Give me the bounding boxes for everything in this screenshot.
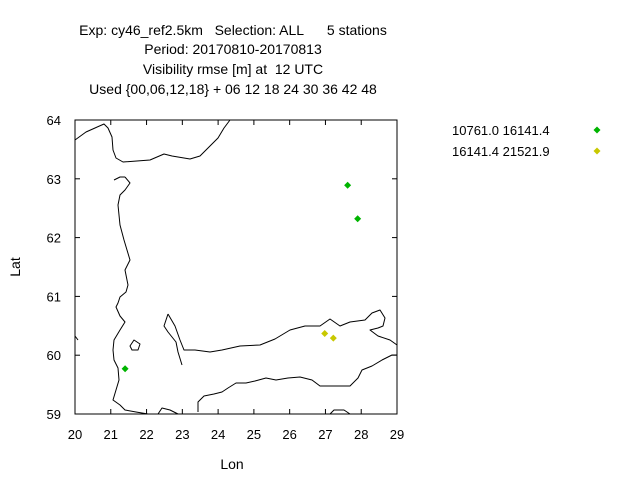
legend-marker-1 <box>593 126 601 134</box>
coastline-russia <box>329 409 351 415</box>
plot-frame <box>74 119 398 415</box>
y-tick-label: 61 <box>47 289 61 304</box>
legend-label-2: 16141.4 21521.9 <box>452 144 550 159</box>
x-tick-label: 20 <box>68 427 82 442</box>
title-line-4: Used {00,06,12,18} + 06 12 18 24 30 36 4… <box>89 81 377 97</box>
coastline-estonia <box>197 354 397 412</box>
title-line-2: Period: 20170810-20170813 <box>144 41 322 57</box>
y-tick-label: 59 <box>47 407 61 422</box>
island-hiiumaa <box>157 407 179 415</box>
x-axis-label: Lon <box>220 456 243 472</box>
x-tick-label: 25 <box>247 427 261 442</box>
coastline-sweden-upper <box>113 176 125 181</box>
data-point-series-2 <box>329 334 337 342</box>
y-axis-label: Lat <box>7 257 23 277</box>
data-point-series-2 <box>321 329 329 337</box>
legend-label-1: 10761.0 16141.4 <box>452 123 550 138</box>
data-points <box>121 181 362 373</box>
x-tick-label: 23 <box>175 427 189 442</box>
axis-ticks <box>74 119 398 415</box>
title-line-3: Visibility rmse [m] at 12 UTC <box>142 61 324 77</box>
x-tick-label: 22 <box>139 427 153 442</box>
x-tick-label: 26 <box>282 427 296 442</box>
x-tick-label: 27 <box>318 427 332 442</box>
y-tick-label: 60 <box>47 348 61 363</box>
y-tick-label: 64 <box>47 113 61 128</box>
island-aland <box>129 339 141 351</box>
coastline-finland <box>167 309 398 353</box>
coastline-map <box>74 119 398 415</box>
legend: 10761.0 16141.4 16141.4 21521.9 <box>452 123 601 159</box>
data-point-series-1 <box>121 365 129 373</box>
data-point-series-1 <box>344 181 352 189</box>
x-tick-label: 21 <box>104 427 118 442</box>
y-tick-label: 62 <box>47 231 61 246</box>
x-tick-label: 29 <box>390 427 404 442</box>
tick-labels: 20 21 22 23 24 25 26 27 28 29 59 60 61 62 63 64 <box>47 113 405 442</box>
title-line-1: Exp: cy46_ref2.5km Selection: ALL 5 stat… <box>79 22 387 38</box>
coastline-sweden <box>74 119 231 415</box>
data-point-series-1 <box>354 215 362 223</box>
coastline-finland-tip <box>163 313 183 366</box>
y-tick-label: 63 <box>47 172 61 187</box>
x-tick-label: 28 <box>354 427 368 442</box>
x-tick-label: 24 <box>211 427 225 442</box>
legend-marker-2 <box>593 147 601 155</box>
